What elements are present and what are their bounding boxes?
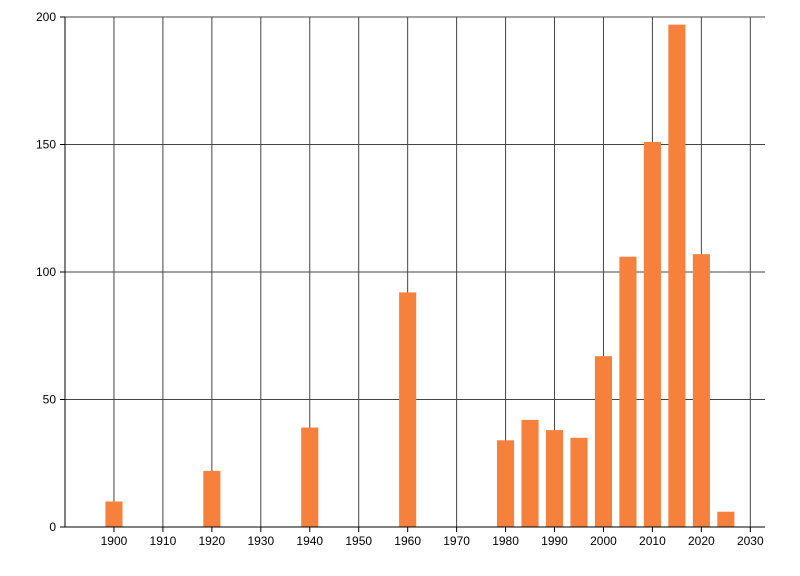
bar	[668, 24, 686, 528]
x-tick-label: 1960	[394, 534, 421, 548]
bar	[619, 256, 637, 527]
x-tick-label: 1990	[541, 534, 568, 548]
bar	[594, 356, 613, 527]
x-tick-label: 1930	[247, 534, 274, 548]
x-tick-label: 1910	[150, 534, 177, 548]
bar	[570, 437, 588, 527]
x-tick-label: 1950	[345, 534, 372, 548]
bar	[545, 430, 564, 527]
bar	[203, 470, 221, 527]
x-tick-label: 1980	[492, 534, 519, 548]
x-tick-label: 2010	[639, 534, 666, 548]
bar	[692, 254, 710, 527]
bar	[399, 292, 417, 527]
x-tick-label: 1900	[101, 534, 128, 548]
x-tick-label: 1940	[296, 534, 323, 548]
bar	[105, 501, 123, 527]
x-tick-label: 1970	[443, 534, 470, 548]
bar	[717, 511, 735, 527]
x-tick-label: 1920	[199, 534, 226, 548]
y-tick-label: 0	[49, 520, 56, 534]
bar	[301, 427, 319, 527]
x-tick-label: 2020	[688, 534, 715, 548]
y-tick-label: 150	[36, 138, 56, 152]
x-tick-label: 2000	[590, 534, 617, 548]
bar	[643, 141, 661, 527]
x-tick-label: 2030	[737, 534, 764, 548]
bar	[521, 419, 539, 527]
bar	[496, 440, 515, 527]
y-tick-label: 50	[43, 393, 57, 407]
y-tick-label: 100	[36, 265, 56, 279]
y-tick-label: 200	[36, 10, 56, 24]
